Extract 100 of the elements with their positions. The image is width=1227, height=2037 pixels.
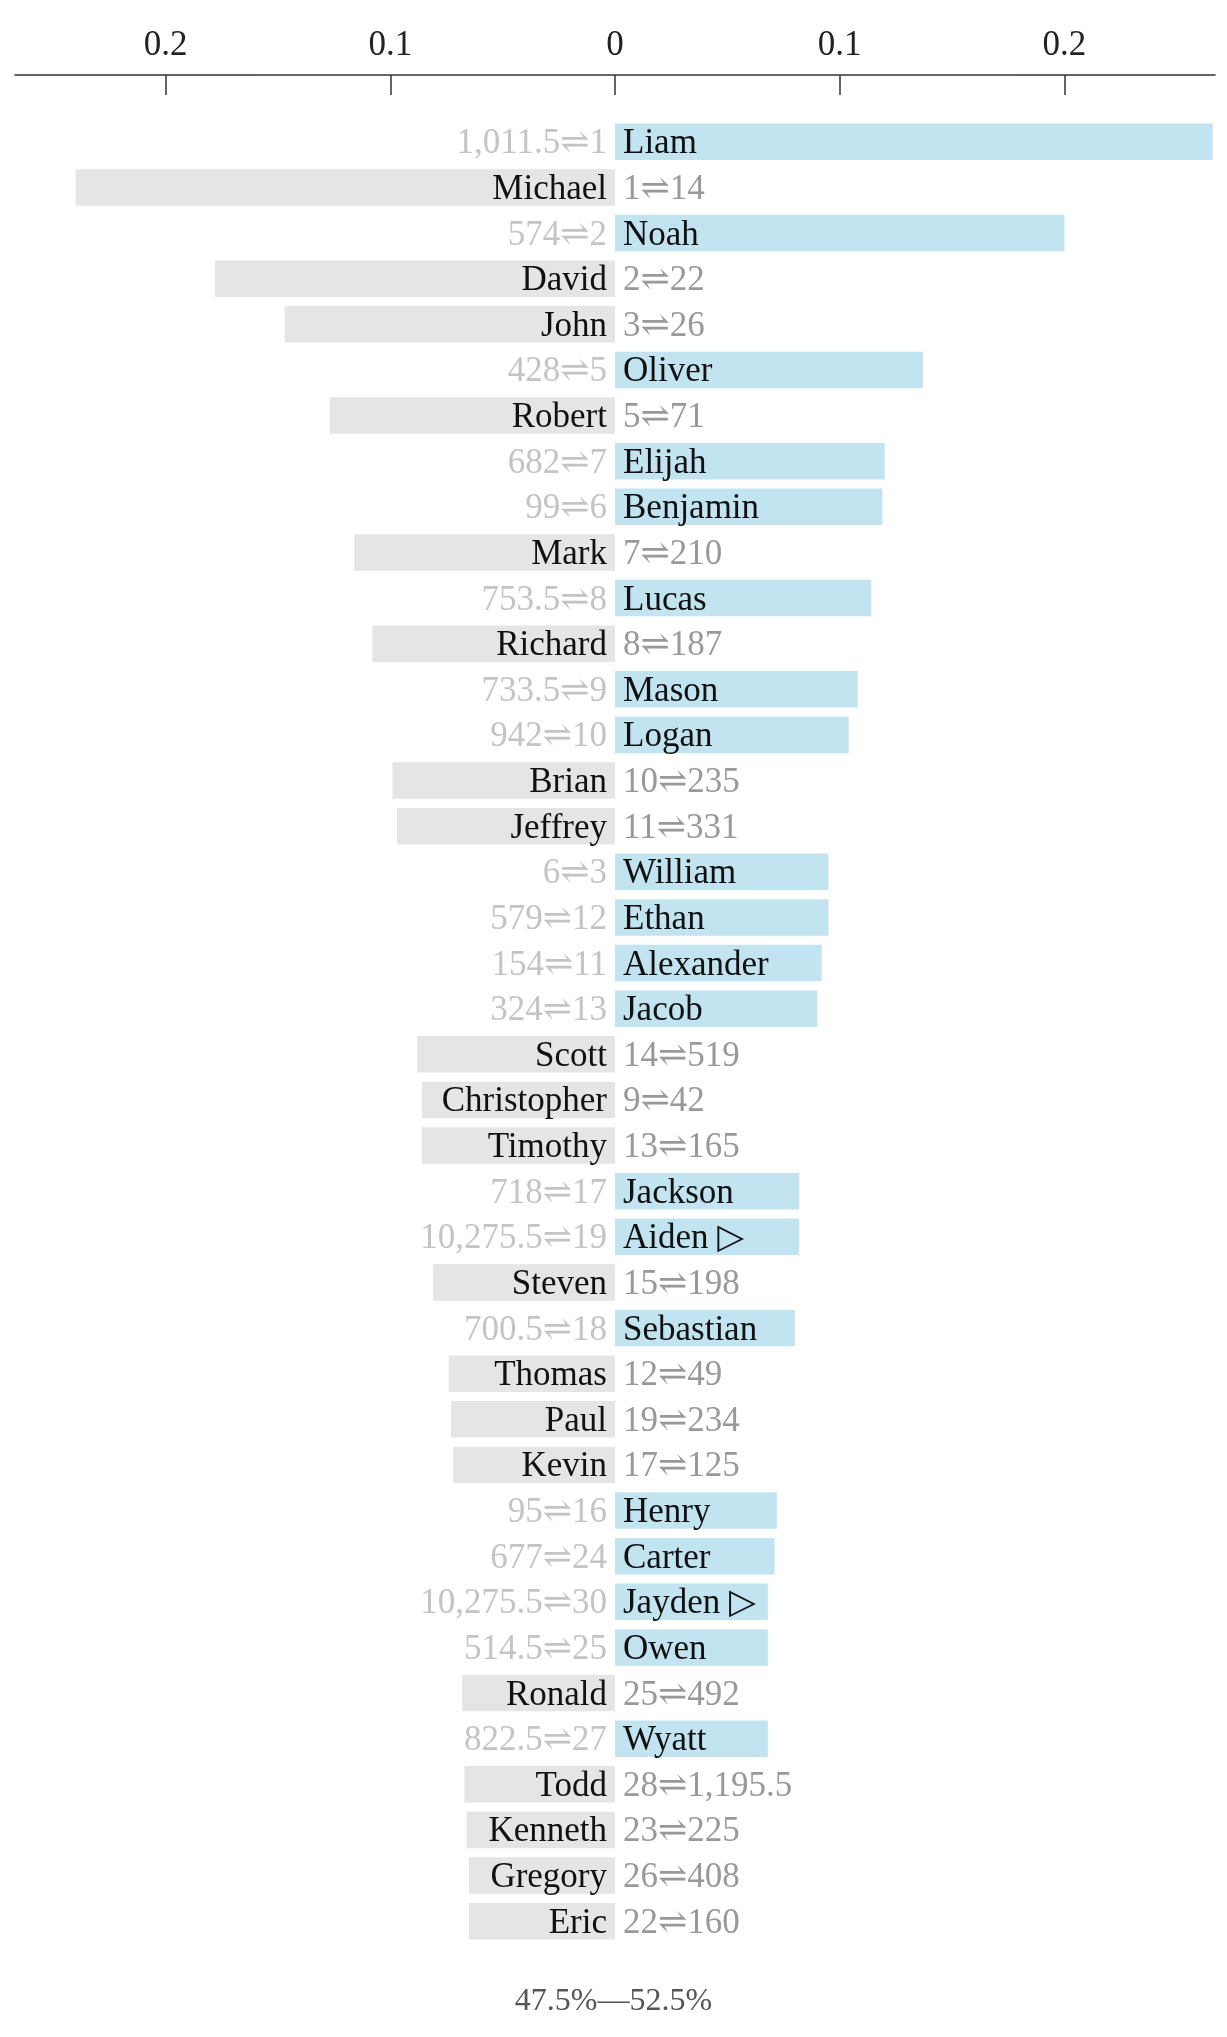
annotation: 17⇌125 bbox=[623, 1445, 740, 1485]
bar bbox=[417, 1036, 615, 1073]
y-tick-label: Sebastian bbox=[623, 1308, 758, 1348]
y-tick-label: Kenneth bbox=[488, 1810, 608, 1850]
annotation: 6⇌3 bbox=[542, 852, 607, 892]
y-tick-label: Jacob bbox=[623, 989, 703, 1029]
bar bbox=[392, 762, 615, 799]
annotation: 12⇌49 bbox=[623, 1354, 723, 1394]
annotation: 19⇌234 bbox=[623, 1399, 740, 1439]
x-tick-label: 0.2 bbox=[143, 24, 188, 63]
y-tick-label: Todd bbox=[535, 1764, 608, 1804]
y-tick-label: Ronald bbox=[505, 1673, 608, 1713]
y-tick-label: Steven bbox=[511, 1262, 607, 1302]
text: 47.5%—52.5% bbox=[514, 1981, 713, 2017]
annotation: 733.5⇌9 bbox=[481, 669, 607, 709]
y-tick-label: David bbox=[521, 259, 608, 299]
annotation: 10,275.5⇌19 bbox=[420, 1217, 607, 1257]
bar bbox=[615, 123, 1213, 161]
y-tick-label: Robert bbox=[511, 396, 608, 436]
y-tick-label: Alexander bbox=[623, 943, 770, 983]
annotation: 13⇌165 bbox=[623, 1126, 740, 1166]
x-tick-label: 0.1 bbox=[817, 24, 862, 63]
y-tick-label: Jayden ▷ bbox=[623, 1582, 756, 1622]
annotation: 8⇌187 bbox=[623, 624, 723, 664]
y-tick-label: Christopher bbox=[441, 1080, 608, 1120]
annotation: 700.5⇌18 bbox=[463, 1308, 607, 1348]
y-tick-label: William bbox=[623, 852, 737, 892]
y-tick-label: Lucas bbox=[623, 578, 707, 618]
annotation: 1,011.5⇌1 bbox=[456, 122, 607, 162]
bar bbox=[75, 169, 615, 206]
y-tick-label: Elijah bbox=[623, 441, 708, 481]
y-tick-label: Kevin bbox=[521, 1445, 607, 1485]
bar bbox=[329, 397, 615, 434]
annotation: 753.5⇌8 bbox=[481, 578, 607, 618]
annotation: 3⇌26 bbox=[623, 304, 705, 344]
annotation: 718⇌17 bbox=[490, 1171, 607, 1211]
y-tick-label: Wyatt bbox=[623, 1719, 707, 1759]
x-tick-label: 0 bbox=[606, 24, 624, 63]
y-tick-label: Henry bbox=[623, 1491, 711, 1531]
y-tick-label: Eric bbox=[548, 1901, 607, 1941]
annotation: 428⇌5 bbox=[507, 350, 607, 390]
bar bbox=[354, 534, 615, 571]
annotation: 324⇌13 bbox=[490, 989, 607, 1029]
annotation: 677⇌24 bbox=[490, 1536, 607, 1576]
y-tick-label: Oliver bbox=[623, 350, 713, 390]
annotation: 11⇌331 bbox=[623, 806, 739, 846]
annotation: 15⇌198 bbox=[623, 1262, 740, 1302]
annotation: 682⇌7 bbox=[507, 441, 607, 481]
annotation: 154⇌11 bbox=[491, 943, 607, 983]
y-tick-label: Paul bbox=[544, 1399, 608, 1439]
bar bbox=[615, 671, 858, 708]
annotation: 514.5⇌25 bbox=[463, 1627, 607, 1667]
y-tick-label: Liam bbox=[623, 122, 697, 162]
y-tick-label: Michael bbox=[492, 167, 608, 207]
annotation: 10⇌235 bbox=[623, 761, 740, 801]
annotation: 7⇌210 bbox=[623, 532, 723, 572]
y-tick-label: Noah bbox=[623, 213, 700, 253]
y-tick-label: Logan bbox=[623, 715, 713, 755]
annotation: 579⇌12 bbox=[490, 897, 607, 937]
y-tick-label: John bbox=[540, 304, 607, 344]
annotation: 1⇌14 bbox=[623, 167, 705, 207]
y-tick-label: Jeffrey bbox=[510, 806, 608, 846]
y-tick-label: Ethan bbox=[623, 897, 705, 937]
x-tick-label: 0.1 bbox=[368, 24, 413, 63]
y-tick-label: Timothy bbox=[487, 1126, 608, 1166]
y-tick-label: Brian bbox=[529, 761, 607, 801]
bar bbox=[615, 442, 885, 480]
annotation: 25⇌492 bbox=[623, 1673, 740, 1713]
y-tick-label: Aiden ▷ bbox=[623, 1217, 745, 1257]
y-tick-label: Benjamin bbox=[623, 487, 760, 527]
bar bbox=[615, 214, 1065, 252]
y-tick-label: Carter bbox=[623, 1536, 711, 1576]
y-tick-label: Gregory bbox=[490, 1856, 608, 1896]
y-tick-label: Scott bbox=[535, 1034, 608, 1074]
annotation: 95⇌16 bbox=[507, 1491, 607, 1531]
bar bbox=[215, 260, 615, 297]
y-tick-label: Jackson bbox=[623, 1171, 734, 1211]
annotation: 5⇌71 bbox=[623, 396, 705, 436]
y-tick-label: Mark bbox=[531, 532, 608, 572]
annotation: 574⇌2 bbox=[507, 213, 607, 253]
annotation: 26⇌408 bbox=[623, 1856, 740, 1896]
annotation: 14⇌519 bbox=[623, 1034, 740, 1074]
bar bbox=[284, 306, 615, 343]
annotation: 99⇌6 bbox=[525, 487, 607, 527]
y-tick-label: Owen bbox=[623, 1627, 707, 1667]
bar bbox=[615, 899, 829, 936]
y-tick-label: Thomas bbox=[494, 1354, 607, 1394]
annotation: 10,275.5⇌30 bbox=[420, 1582, 607, 1622]
annotation: 22⇌160 bbox=[623, 1901, 740, 1941]
annotation: 2⇌22 bbox=[623, 259, 705, 299]
annotation: 822.5⇌27 bbox=[463, 1719, 607, 1759]
annotation: 942⇌10 bbox=[490, 715, 607, 755]
annotation: 23⇌225 bbox=[623, 1810, 740, 1850]
bar bbox=[615, 579, 872, 617]
annotation: 9⇌42 bbox=[623, 1080, 705, 1120]
annotation: 28⇌1,195.5 bbox=[623, 1764, 793, 1804]
y-tick-label: Mason bbox=[623, 669, 719, 709]
bar bbox=[615, 990, 818, 1027]
y-tick-label: Richard bbox=[496, 624, 608, 664]
x-tick-label: 0.2 bbox=[1042, 24, 1087, 63]
